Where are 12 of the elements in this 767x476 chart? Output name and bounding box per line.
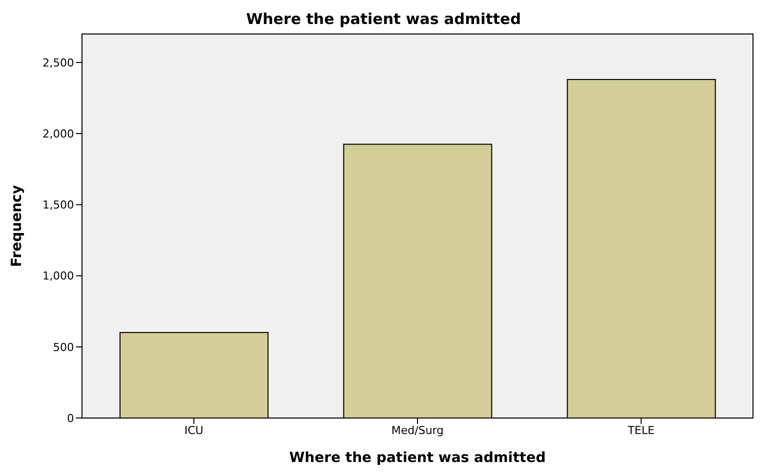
y-axis-title: Frequency — [8, 185, 25, 267]
y-tick-label: 1,500 — [42, 198, 74, 212]
x-tick-label: Med/Surg — [391, 424, 444, 437]
x-axis-title: Where the patient was admitted — [289, 450, 546, 466]
y-tick-label: 500 — [53, 340, 74, 354]
y-tick-label: 1,000 — [42, 270, 74, 283]
chart-title: Where the patient was admitted — [245, 10, 522, 28]
y-tick-label: 0 — [67, 412, 74, 425]
y-tick-label: 2,000 — [42, 127, 74, 140]
x-tick-label: ICU — [184, 424, 204, 437]
x-tick-label: TELE — [626, 424, 655, 437]
y-tick-label: 2,500 — [42, 56, 74, 70]
